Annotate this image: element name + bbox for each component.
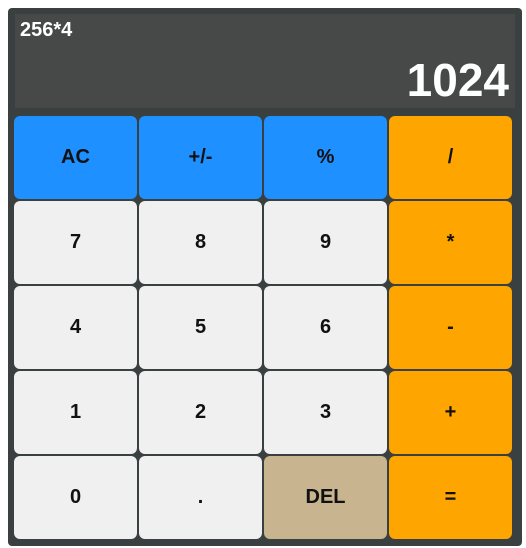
digit-2-button[interactable]: 2 — [139, 371, 262, 454]
digit-9-button[interactable]: 9 — [264, 201, 387, 284]
result-text: 1024 — [406, 54, 509, 106]
digit-8-button[interactable]: 8 — [139, 201, 262, 284]
calculator-display: 256*4 1024 — [15, 14, 515, 108]
digit-7-button[interactable]: 7 — [14, 201, 137, 284]
subtract-button[interactable]: - — [389, 286, 512, 369]
digit-5-button[interactable]: 5 — [139, 286, 262, 369]
digit-1-button[interactable]: 1 — [14, 371, 137, 454]
toggle-sign-button[interactable]: +/- — [139, 116, 262, 199]
digit-4-button[interactable]: 4 — [14, 286, 137, 369]
multiply-button[interactable]: * — [389, 201, 512, 284]
decimal-button[interactable]: . — [139, 456, 262, 539]
calculator: 256*4 1024 AC +/- % / 7 8 9 * 4 5 6 - 1 … — [8, 8, 522, 546]
percent-button[interactable]: % — [264, 116, 387, 199]
digit-3-button[interactable]: 3 — [264, 371, 387, 454]
digit-0-button[interactable]: 0 — [14, 456, 137, 539]
keypad: AC +/- % / 7 8 9 * 4 5 6 - 1 2 3 + 0 . D… — [14, 116, 514, 540]
digit-6-button[interactable]: 6 — [264, 286, 387, 369]
delete-button[interactable]: DEL — [264, 456, 387, 539]
equals-button[interactable]: = — [389, 456, 512, 539]
divide-button[interactable]: / — [389, 116, 512, 199]
expression-text: 256*4 — [20, 19, 73, 41]
clear-button[interactable]: AC — [14, 116, 137, 199]
add-button[interactable]: + — [389, 371, 512, 454]
